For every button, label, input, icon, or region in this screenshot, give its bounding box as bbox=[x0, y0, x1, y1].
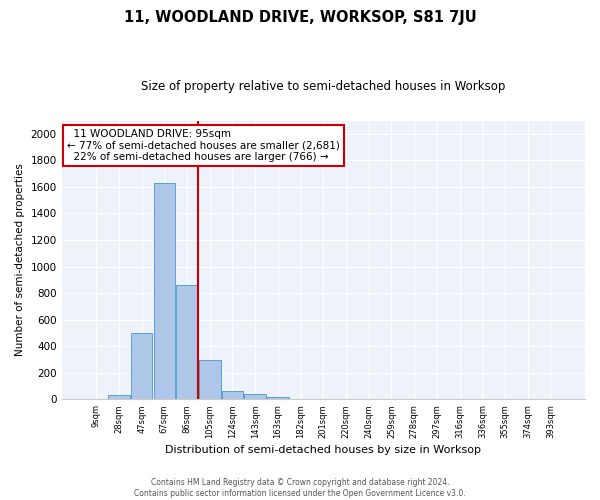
Bar bbox=[199, 360, 221, 399]
Bar bbox=[222, 391, 243, 399]
Bar bbox=[176, 285, 198, 399]
Bar bbox=[131, 333, 152, 399]
Bar bbox=[267, 396, 289, 399]
Text: 11 WOODLAND DRIVE: 95sqm  
← 77% of semi-detached houses are smaller (2,681)
  2: 11 WOODLAND DRIVE: 95sqm ← 77% of semi-d… bbox=[67, 129, 340, 162]
Y-axis label: Number of semi-detached properties: Number of semi-detached properties bbox=[15, 164, 25, 356]
Text: Contains HM Land Registry data © Crown copyright and database right 2024.
Contai: Contains HM Land Registry data © Crown c… bbox=[134, 478, 466, 498]
Bar bbox=[108, 395, 130, 399]
Bar bbox=[154, 183, 175, 399]
Text: 11, WOODLAND DRIVE, WORKSOP, S81 7JU: 11, WOODLAND DRIVE, WORKSOP, S81 7JU bbox=[124, 10, 476, 25]
X-axis label: Distribution of semi-detached houses by size in Worksop: Distribution of semi-detached houses by … bbox=[166, 445, 481, 455]
Title: Size of property relative to semi-detached houses in Worksop: Size of property relative to semi-detach… bbox=[141, 80, 506, 93]
Bar bbox=[244, 394, 266, 399]
Bar bbox=[290, 398, 311, 399]
